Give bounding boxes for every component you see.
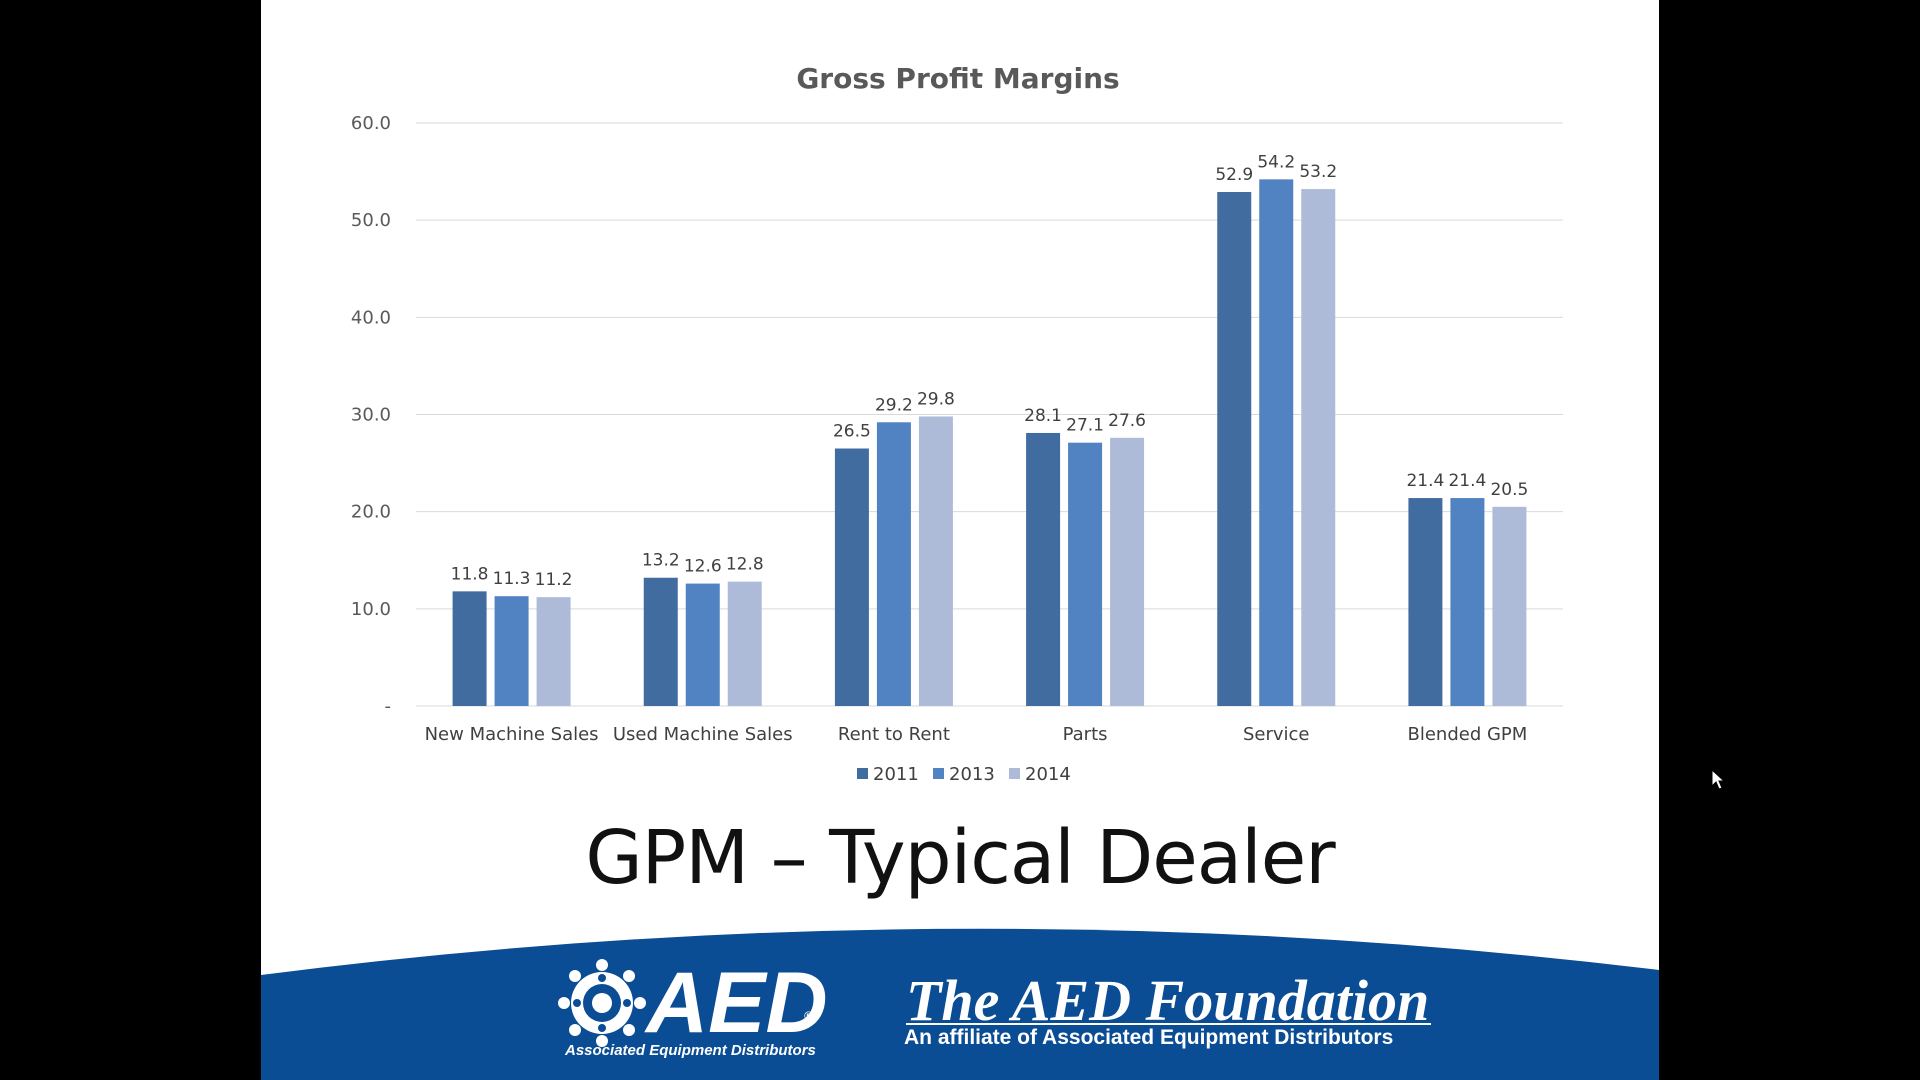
y-tick-label: 10.0 <box>351 599 391 620</box>
bar-2011 <box>1026 432 1061 706</box>
slide-title: GPM – Typical Dealer <box>585 815 1335 901</box>
bar-2014 <box>1492 506 1527 706</box>
category-label: New Machine Sales <box>425 724 599 745</box>
bar-2014 <box>536 597 571 706</box>
legend-label: 2014 <box>1025 764 1071 785</box>
footer-banner: AED ® Associated Equipment Distributors … <box>261 928 1659 1080</box>
data-label: 27.1 <box>1066 416 1104 436</box>
data-label: 11.3 <box>493 569 531 589</box>
bar-2011 <box>1408 498 1443 706</box>
banner-background <box>261 928 1659 1080</box>
bar-2014 <box>918 416 953 706</box>
data-label: 12.8 <box>726 555 764 575</box>
y-tick-label: 50.0 <box>351 210 391 231</box>
bar-chart: Gross Profit Margins - 10.0 20.0 30.0 40.0 50… <box>351 62 1563 785</box>
legend-swatch <box>857 768 868 779</box>
y-tick-label: 60.0 <box>351 113 391 134</box>
bar-2013 <box>685 583 720 706</box>
data-label: 28.1 <box>1024 406 1062 426</box>
data-label: 12.6 <box>684 557 722 577</box>
data-label: 52.9 <box>1215 165 1253 185</box>
legend-label: 2011 <box>873 764 919 785</box>
legend-swatch <box>933 768 944 779</box>
bar-2013 <box>494 596 529 706</box>
data-label: 21.4 <box>1406 471 1444 491</box>
bar-2011 <box>643 577 678 706</box>
category-label: Service <box>1243 724 1310 745</box>
data-label: 29.8 <box>917 389 955 409</box>
y-axis-ticks: - 10.0 20.0 30.0 40.0 50.0 60.0 <box>351 113 391 717</box>
legend-swatch <box>1009 768 1020 779</box>
chart-title: Gross Profit Margins <box>796 62 1119 95</box>
data-label: 27.6 <box>1108 411 1146 431</box>
chart-bars <box>452 179 1527 706</box>
mouse-cursor-icon <box>1711 769 1726 790</box>
bar-2011 <box>834 448 869 706</box>
x-axis-categories: New Machine Sales Used Machine Sales Rent … <box>425 724 1528 745</box>
bar-2013 <box>1259 179 1294 706</box>
aed-registered-mark: ® <box>804 1009 813 1023</box>
slide: Gross Profit Margins - 10.0 20.0 30.0 40.0 50… <box>261 0 1659 1080</box>
bar-2013 <box>1450 498 1485 706</box>
data-label: 20.5 <box>1490 480 1528 500</box>
data-label: 26.5 <box>833 422 871 442</box>
data-label: 11.2 <box>535 570 573 590</box>
bar-2013 <box>876 422 911 706</box>
chart-gridlines <box>416 122 1563 707</box>
foundation-title: The AED Foundation <box>906 968 1429 1033</box>
category-label: Parts <box>1063 724 1108 745</box>
data-labels: 11.8 11.3 11.2 13.2 12.6 12.8 26.529.2 29.8 28.1… <box>451 152 1529 590</box>
y-tick-label: 40.0 <box>351 307 391 328</box>
legend-label: 2013 <box>949 764 995 785</box>
bar-2014 <box>1110 437 1145 706</box>
bar-2011 <box>452 591 487 706</box>
bar-2011 <box>1217 191 1252 706</box>
category-label: Rent to Rent <box>838 724 950 745</box>
bar-2014 <box>1301 189 1336 706</box>
foundation-subtitle: An affiliate of Associated Equipment Dis… <box>904 1026 1393 1049</box>
y-tick-label: 30.0 <box>351 405 391 426</box>
aed-logo-text: AED <box>644 955 828 1051</box>
category-label: Used Machine Sales <box>613 724 793 745</box>
bar-2014 <box>727 581 762 706</box>
category-label: Blended GPM <box>1408 724 1528 745</box>
data-label: 13.2 <box>642 551 680 571</box>
aed-gear-logo-icon <box>558 959 646 1047</box>
data-label: 53.2 <box>1299 162 1337 182</box>
chart-legend: 2011 2013 2014 <box>857 764 1071 785</box>
data-label: 54.2 <box>1257 152 1295 172</box>
y-tick-label: - <box>385 696 392 717</box>
bar-2013 <box>1068 442 1103 706</box>
y-tick-label: 20.0 <box>351 502 391 523</box>
data-label: 21.4 <box>1448 471 1486 491</box>
data-label: 11.8 <box>451 564 489 584</box>
data-label: 29.2 <box>875 395 913 415</box>
aed-subtitle: Associated Equipment Distributors <box>564 1042 816 1059</box>
